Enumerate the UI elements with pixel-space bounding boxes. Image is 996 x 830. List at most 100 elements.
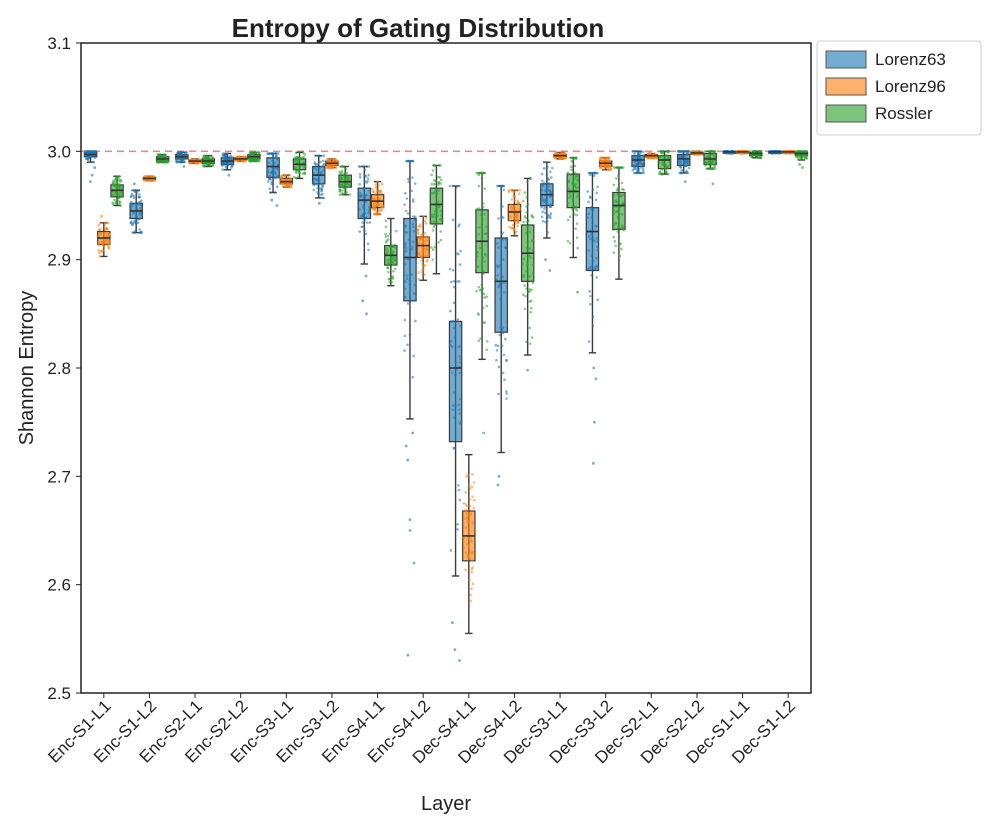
data-point [525,211,528,214]
data-point [131,231,134,234]
data-point [458,421,462,425]
data-point [566,218,570,222]
data-point [119,204,123,207]
data-point [571,156,575,160]
data-point [599,166,602,170]
data-point [197,157,201,161]
data-point [211,163,215,167]
data-point [431,169,435,172]
data-point [549,195,552,198]
data-point [540,195,544,199]
data-point [576,178,580,181]
data-point [436,200,440,203]
data-point [404,244,407,248]
data-point [388,232,392,236]
data-point [403,262,407,266]
data-point [388,261,392,264]
outlier-point [683,180,687,184]
data-point [466,556,470,559]
data-point [589,294,592,298]
data-point [571,200,575,203]
data-point [531,263,535,267]
data-point [606,165,610,168]
data-point [319,193,323,196]
data-point [342,186,346,190]
data-point [372,189,375,193]
data-point [421,235,425,239]
data-point [347,184,351,188]
data-point [613,240,617,243]
data-point [422,215,425,218]
data-point [632,166,636,169]
data-point [366,242,370,246]
data-point [466,520,470,523]
legend-swatch-lorenz63 [825,50,867,69]
data-point [437,240,440,244]
data-point [551,166,554,170]
data-point [476,312,480,315]
data-point [451,320,455,323]
data-point [505,359,508,363]
data-point [135,207,139,210]
data-point [391,257,394,261]
data-point [270,180,274,184]
data-point [480,291,484,295]
data-point [136,221,140,225]
data-point [481,205,485,209]
data-point [668,163,671,167]
data-point [208,154,211,158]
data-point [451,408,455,412]
data-point [602,167,606,171]
data-point [363,180,367,183]
data-point [596,248,600,252]
data-point [467,536,470,540]
data-point [593,171,597,175]
data-point [150,175,153,179]
data-point [566,171,570,175]
data-point [107,233,111,236]
data-point [616,193,620,197]
data-point [591,324,595,327]
data-point [433,245,437,249]
data-point [660,168,663,171]
data-point [642,154,645,157]
data-point [426,246,430,250]
data-point [682,164,685,167]
data-point [129,195,133,199]
data-point [468,504,472,508]
data-point [377,184,380,187]
data-point [280,175,283,179]
data-point [666,172,670,176]
data-point [412,354,415,358]
data-point [505,397,508,400]
data-point [317,187,321,190]
box-lorenz63 [448,320,463,443]
data-point [588,290,591,293]
outlier-point [544,258,547,262]
outlier-point [482,431,486,435]
data-point [706,167,710,170]
data-point [362,186,366,190]
data-point [596,171,599,175]
data-point [424,250,428,253]
data-point [476,265,480,268]
data-point [432,178,436,182]
data-point [525,231,528,235]
data-point [571,207,574,211]
data-point [525,205,528,208]
data-point [421,246,424,250]
data-point [525,269,528,273]
data-point [531,281,535,285]
outlier-point [365,312,368,316]
data-point [368,190,371,193]
data-point [523,307,527,311]
data-point [517,192,521,196]
data-point [138,196,142,199]
data-point [440,217,443,220]
data-point [501,326,505,329]
data-point [482,272,485,275]
outlier-point [364,274,368,278]
data-point [470,520,474,523]
data-point [567,187,570,190]
outlier-point [408,529,412,532]
